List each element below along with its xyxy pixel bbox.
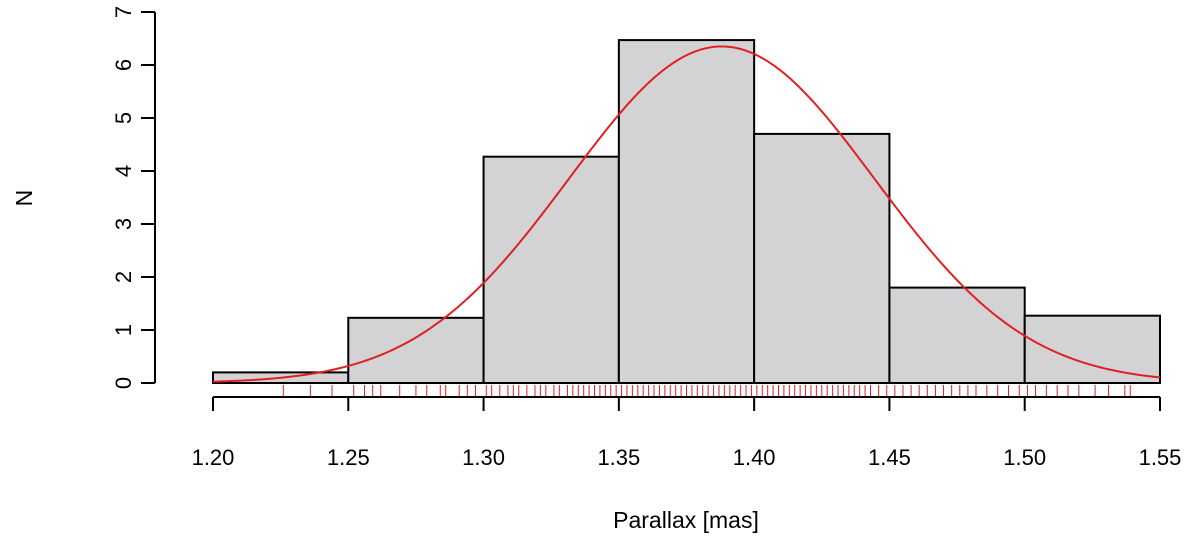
y-tick-label: 7 — [111, 6, 136, 18]
y-tick-label: 1 — [111, 324, 136, 336]
y-tick-label: 0 — [111, 377, 136, 389]
y-tick-label: 6 — [111, 59, 136, 71]
fitted-curve-layer — [212, 45, 1161, 383]
x-tick-label: 1.45 — [868, 445, 911, 470]
y-tick-label: 4 — [111, 165, 136, 177]
x-tick-label: 1.55 — [1139, 445, 1182, 470]
histogram-bars — [212, 39, 1161, 385]
histogram-bar-2 — [347, 316, 485, 384]
x-tick-label: 1.35 — [597, 445, 640, 470]
x-tick-label: 1.40 — [733, 445, 776, 470]
histogram-bar-7 — [1023, 314, 1161, 384]
x-tick-label: 1.25 — [327, 445, 370, 470]
y-tick-label: 3 — [111, 218, 136, 230]
y-axis-title: N — [11, 190, 37, 207]
gaussian-fit-curve — [212, 45, 1161, 383]
x-tick-label: 1.20 — [192, 445, 235, 470]
x-tick-label: 1.50 — [1003, 445, 1046, 470]
histogram-bar-5 — [753, 132, 891, 384]
y-tick-label: 5 — [111, 112, 136, 124]
x-tick-label: 1.30 — [462, 445, 505, 470]
x-axis: 1.20 1.25 1.30 1.35 1.40 1.45 1.50 1.55 — [192, 396, 1182, 470]
rug-marks — [282, 385, 1131, 397]
histogram-bar-6 — [888, 286, 1026, 385]
histogram-bar-3 — [482, 155, 620, 384]
x-axis-title: Parallax [mas] — [613, 507, 759, 533]
y-tick-label: 2 — [111, 271, 136, 283]
y-axis: 0 1 2 3 4 5 6 7 — [111, 6, 156, 389]
